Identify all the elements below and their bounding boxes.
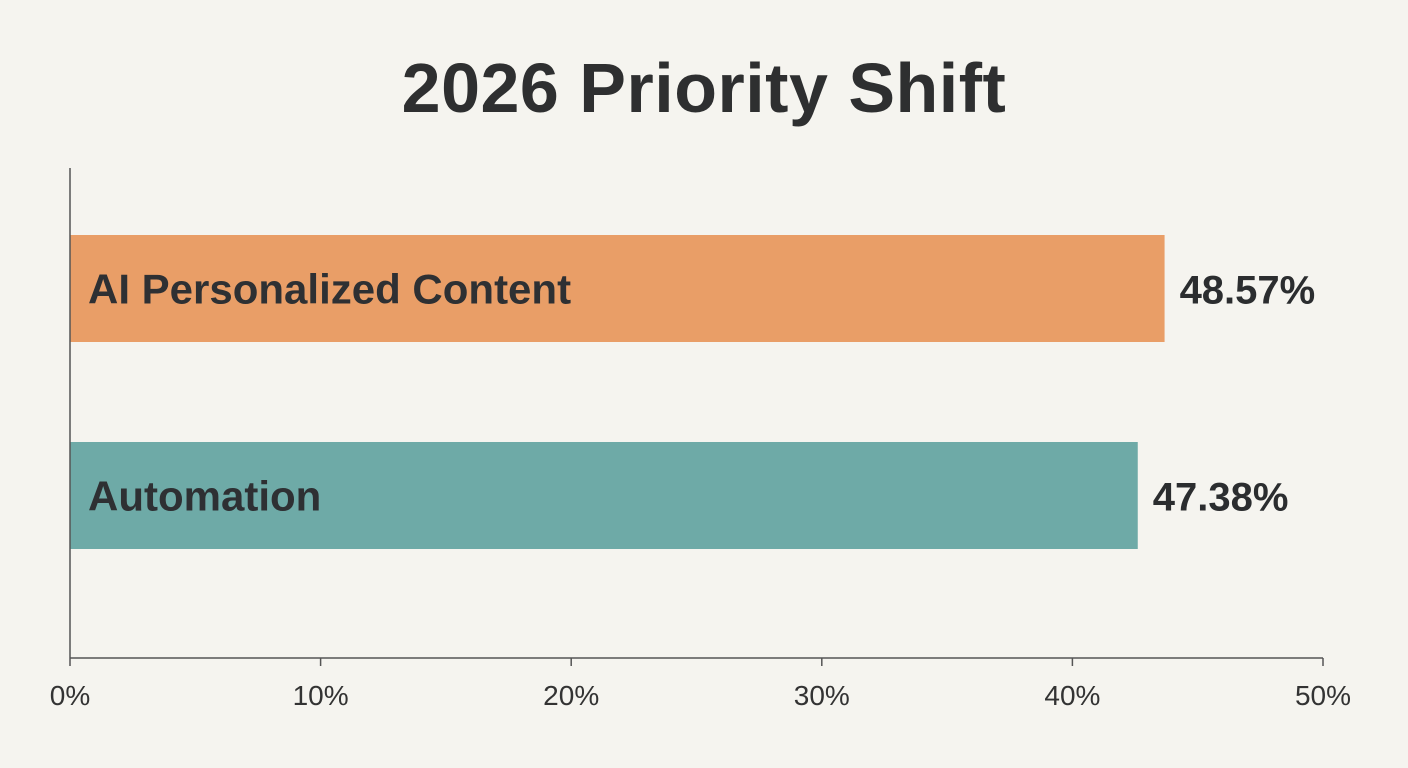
x-tick-label: 20% xyxy=(543,680,599,711)
bars-layer: AI Personalized Content 48.57% Automation 4… xyxy=(70,235,1315,549)
chart-title: 2026 Priority Shift xyxy=(401,49,1007,127)
x-tick-label: 30% xyxy=(794,680,850,711)
bar-category-label: Automation xyxy=(88,473,321,520)
bar-category-label: AI Personalized Content xyxy=(88,266,571,313)
bar-0 xyxy=(70,235,1165,342)
x-axis-ticks: 0% 10% 20% 30% 40% 50% xyxy=(50,658,1351,711)
bar-value-label: 47.38% xyxy=(1153,476,1289,520)
x-tick-label: 50% xyxy=(1295,680,1351,711)
x-tick-label: 40% xyxy=(1044,680,1100,711)
bar-1 xyxy=(70,442,1138,549)
x-tick-label: 10% xyxy=(293,680,349,711)
x-tick-label: 0% xyxy=(50,680,90,711)
bar-value-label: 48.57% xyxy=(1180,269,1316,313)
